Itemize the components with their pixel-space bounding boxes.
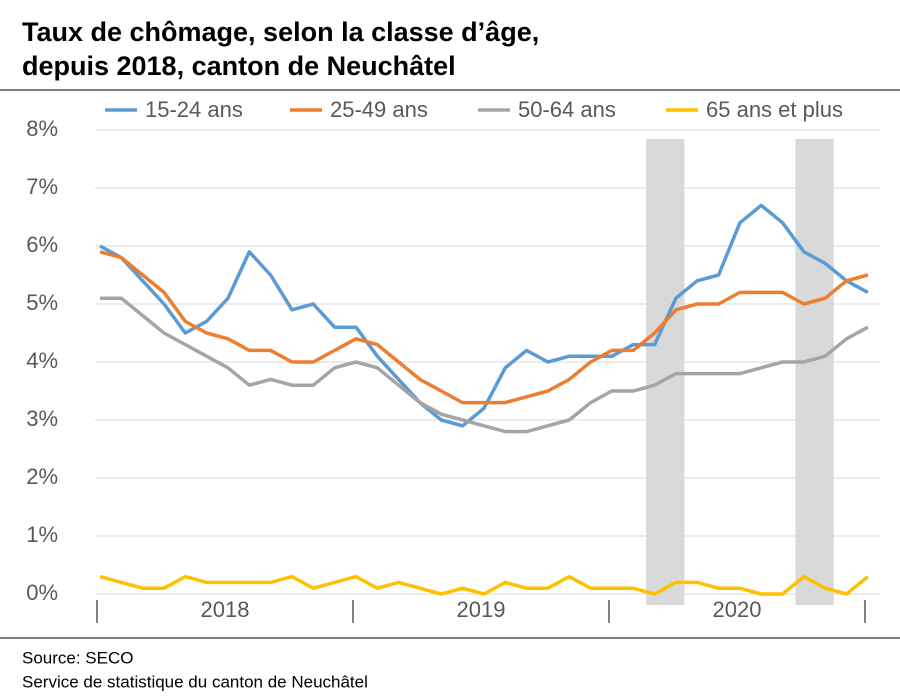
- shaded-period: [795, 139, 834, 605]
- legend-label: 65 ans et plus: [706, 97, 843, 122]
- legend-label: 15-24 ans: [145, 97, 243, 122]
- x-group-label: 2020: [713, 597, 762, 622]
- y-tick-label: 0%: [26, 580, 58, 605]
- series-line: [99, 574, 870, 596]
- y-tick-label: 7%: [26, 174, 58, 199]
- y-tick-label: 2%: [26, 464, 58, 489]
- series-line: [100, 296, 869, 434]
- y-tick-label: 6%: [26, 232, 58, 257]
- chart-title: depuis 2018, canton de Neuchâtel: [22, 51, 456, 81]
- legend-label: 50-64 ans: [518, 97, 616, 122]
- x-group-label: 2018: [201, 597, 250, 622]
- legend-label: 25-49 ans: [330, 97, 428, 122]
- y-tick-label: 5%: [26, 290, 58, 315]
- y-tick-label: 4%: [26, 348, 58, 373]
- source: Service de statistique du canton de Neuc…: [22, 672, 368, 691]
- y-tick-label: 3%: [26, 406, 58, 431]
- y-tick-label: 8%: [26, 116, 58, 141]
- y-tick-label: 1%: [26, 522, 58, 547]
- chart-title: Taux de chômage, selon la classe d’âge,: [22, 17, 539, 47]
- source: Source: SECO: [22, 648, 134, 667]
- series-line: [99, 250, 869, 405]
- series-line: [99, 203, 869, 428]
- x-group-label: 2019: [457, 597, 506, 622]
